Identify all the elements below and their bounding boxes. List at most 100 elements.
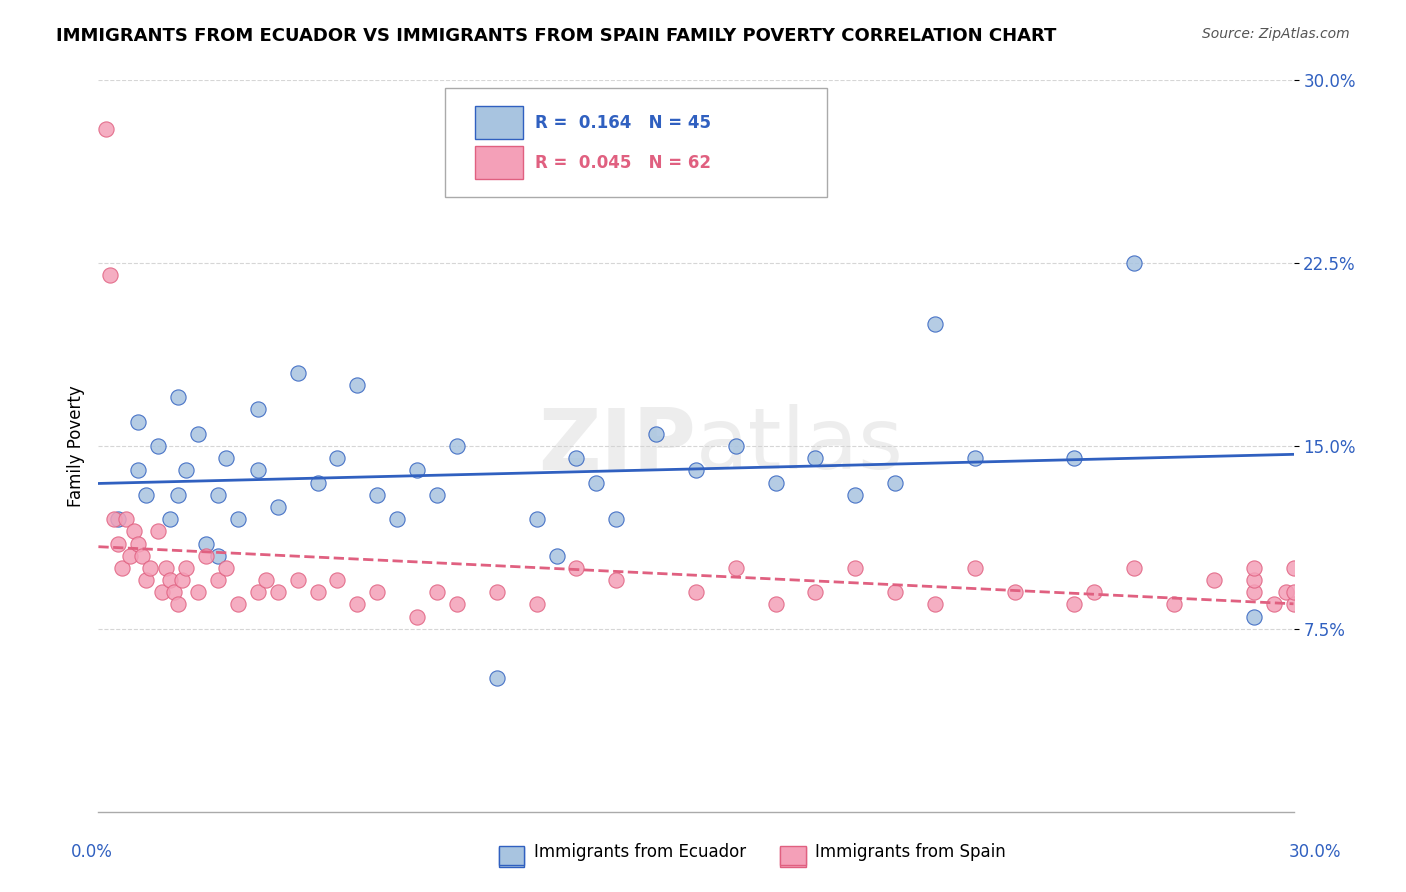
Point — [1282, 585, 1305, 599]
Point — [307, 585, 329, 599]
Text: Source: ZipAtlas.com: Source: ZipAtlas.com — [1202, 27, 1350, 41]
Point — [1202, 573, 1225, 587]
Point — [96, 122, 118, 136]
Y-axis label: Family Poverty: Family Poverty — [66, 385, 84, 507]
Bar — [475, 106, 523, 139]
Point — [1243, 561, 1265, 575]
FancyBboxPatch shape — [446, 87, 827, 197]
Point — [135, 488, 157, 502]
Point — [526, 512, 548, 526]
Point — [127, 536, 149, 550]
Point — [1163, 598, 1185, 612]
Point — [385, 512, 409, 526]
Point — [246, 402, 269, 417]
Point — [585, 475, 607, 490]
Point — [485, 671, 508, 685]
Text: ZIP: ZIP — [538, 404, 696, 488]
Point — [150, 585, 173, 599]
Point — [148, 524, 170, 539]
Point — [565, 451, 588, 466]
Point — [127, 415, 149, 429]
Point — [1243, 585, 1265, 599]
Point — [446, 439, 468, 453]
Point — [226, 512, 249, 526]
Point — [155, 561, 177, 575]
Point — [195, 536, 218, 550]
Text: atlas: atlas — [696, 404, 904, 488]
Point — [287, 573, 309, 587]
Text: Immigrants from Spain: Immigrants from Spain — [815, 843, 1007, 861]
Point — [884, 475, 907, 490]
Point — [120, 549, 142, 563]
Point — [287, 366, 309, 380]
Point — [167, 598, 190, 612]
Point — [605, 512, 627, 526]
Point — [804, 451, 827, 466]
Point — [963, 451, 986, 466]
Point — [215, 451, 238, 466]
Point — [426, 488, 449, 502]
Point — [406, 609, 429, 624]
Point — [174, 561, 197, 575]
Point — [1063, 598, 1085, 612]
Point — [1083, 585, 1105, 599]
Point — [963, 561, 986, 575]
Point — [254, 573, 277, 587]
Point — [107, 536, 129, 550]
Point — [924, 317, 946, 331]
Text: IMMIGRANTS FROM ECUADOR VS IMMIGRANTS FROM SPAIN FAMILY POVERTY CORRELATION CHAR: IMMIGRANTS FROM ECUADOR VS IMMIGRANTS FR… — [56, 27, 1057, 45]
Bar — [475, 146, 523, 179]
Point — [135, 573, 157, 587]
Point — [546, 549, 568, 563]
Point — [267, 500, 290, 514]
Point — [406, 463, 429, 477]
Text: 30.0%: 30.0% — [1288, 843, 1341, 861]
Point — [605, 573, 627, 587]
Point — [724, 561, 747, 575]
Point — [326, 451, 349, 466]
Point — [207, 549, 229, 563]
Point — [246, 585, 269, 599]
Point — [226, 598, 249, 612]
Point — [139, 561, 162, 575]
Point — [148, 439, 170, 453]
Point — [174, 463, 197, 477]
Point — [1263, 598, 1285, 612]
Point — [1063, 451, 1085, 466]
Point — [1282, 561, 1305, 575]
Point — [111, 561, 134, 575]
Point — [884, 585, 907, 599]
Point — [924, 598, 946, 612]
Text: 0.0%: 0.0% — [70, 843, 112, 861]
Point — [685, 585, 707, 599]
Point — [1274, 585, 1296, 599]
Point — [326, 573, 349, 587]
Point — [159, 512, 181, 526]
Point — [1004, 585, 1026, 599]
Point — [645, 426, 668, 441]
Point — [172, 573, 194, 587]
Point — [765, 598, 787, 612]
Point — [127, 463, 149, 477]
Point — [107, 512, 129, 526]
Point — [446, 598, 468, 612]
Point — [163, 585, 186, 599]
Point — [724, 439, 747, 453]
Bar — [499, 847, 524, 867]
Point — [1123, 256, 1146, 270]
Point — [124, 524, 146, 539]
Point — [307, 475, 329, 490]
Point — [159, 573, 181, 587]
Point — [131, 549, 153, 563]
Bar — [780, 846, 806, 865]
Point — [1123, 561, 1146, 575]
Point — [366, 488, 388, 502]
Point — [346, 378, 368, 392]
Text: R =  0.045   N = 62: R = 0.045 N = 62 — [534, 154, 710, 172]
Bar — [780, 847, 806, 867]
Point — [526, 598, 548, 612]
Point — [765, 475, 787, 490]
Point — [187, 585, 209, 599]
Point — [215, 561, 238, 575]
Point — [685, 463, 707, 477]
